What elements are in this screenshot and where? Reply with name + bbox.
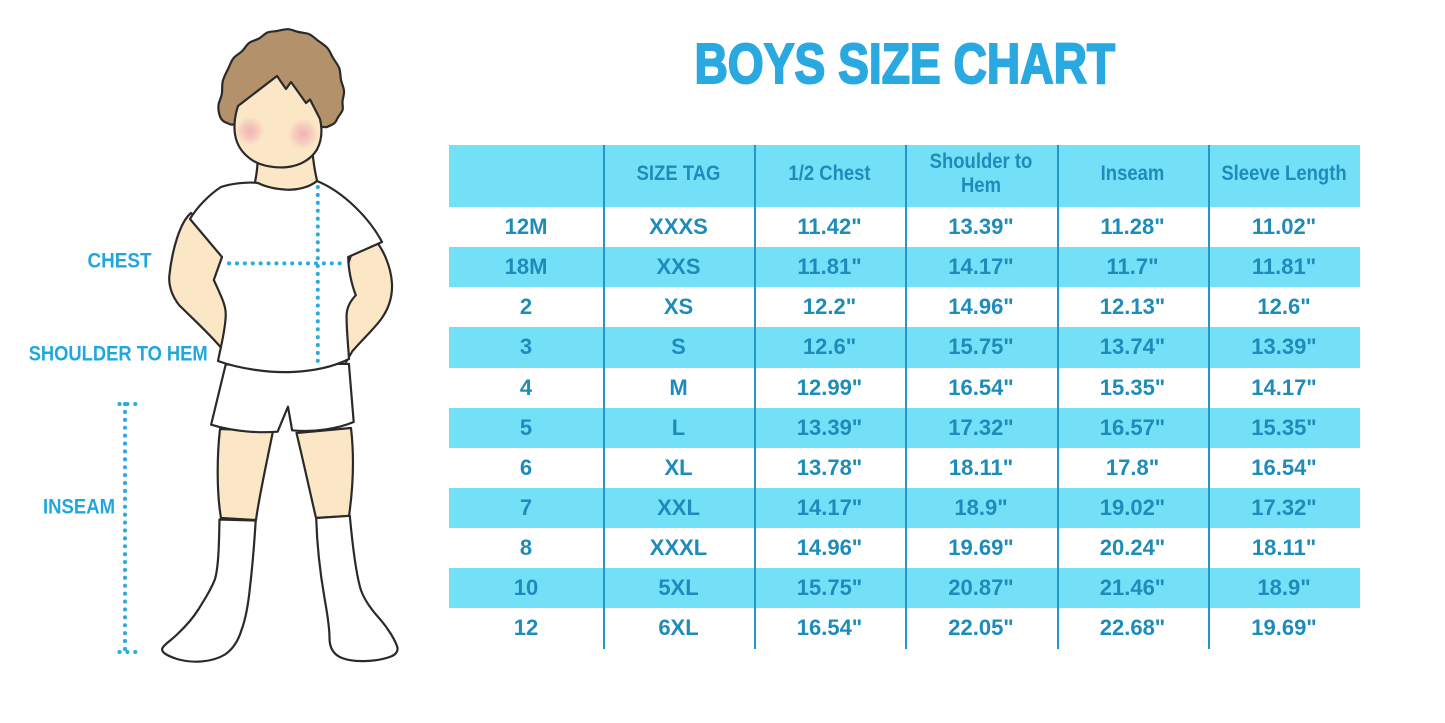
svg-text:CHEST: CHEST <box>88 250 152 273</box>
svg-text:SHOULDER TO HEM: SHOULDER TO HEM <box>29 342 208 365</box>
svg-text:INSEAM: INSEAM <box>43 496 115 519</box>
